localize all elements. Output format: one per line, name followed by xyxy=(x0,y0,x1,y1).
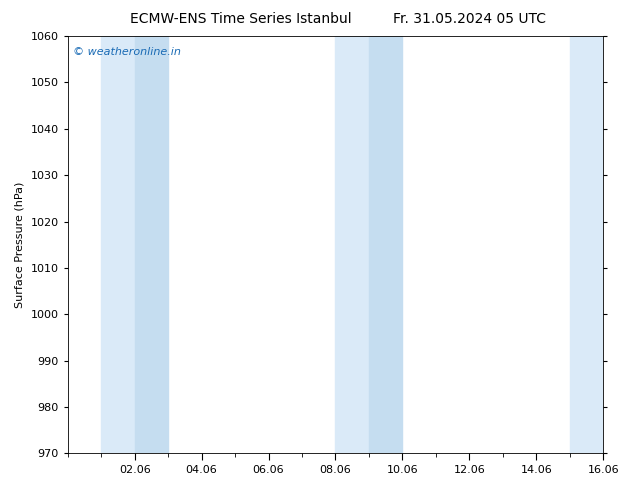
Bar xyxy=(369,36,403,453)
Bar xyxy=(335,36,369,453)
Y-axis label: Surface Pressure (hPa): Surface Pressure (hPa) xyxy=(15,181,25,308)
Bar xyxy=(570,36,603,453)
Bar xyxy=(101,36,134,453)
Text: © weatheronline.in: © weatheronline.in xyxy=(73,47,181,56)
Bar xyxy=(134,36,168,453)
Text: ECMW-ENS Time Series Istanbul: ECMW-ENS Time Series Istanbul xyxy=(130,12,352,26)
Text: Fr. 31.05.2024 05 UTC: Fr. 31.05.2024 05 UTC xyxy=(392,12,546,26)
